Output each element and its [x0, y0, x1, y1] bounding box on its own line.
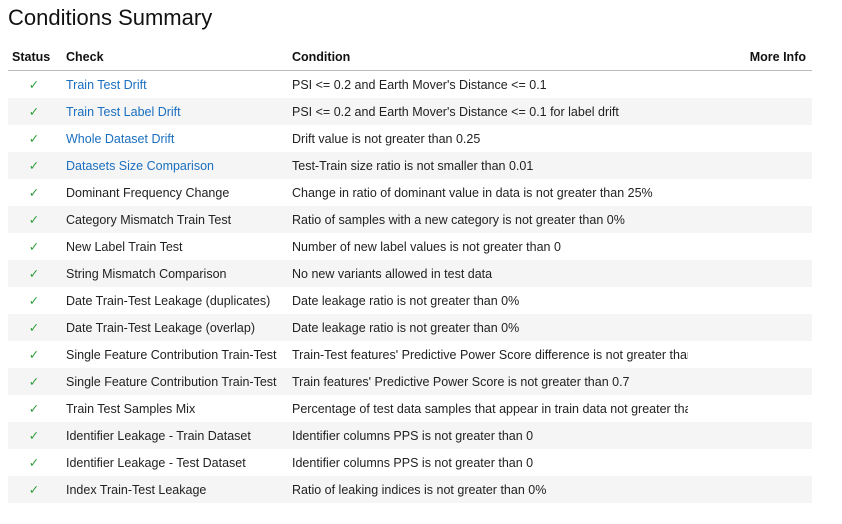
condition-cell: Number of new label values is not greate… — [292, 239, 561, 254]
info-cell — [688, 125, 812, 152]
check-cell: Single Feature Contribution Train-Test — [62, 368, 288, 395]
column-header: Condition — [288, 44, 688, 71]
info-cell — [688, 287, 812, 314]
status-cell: ✓ — [28, 78, 40, 92]
check-cell: Index Train-Test Leakage — [62, 476, 288, 503]
status-cell: ✓ — [8, 98, 62, 125]
condition-cell: No new variants allowed in test data — [288, 260, 688, 287]
status-cell: ✓ — [28, 456, 40, 470]
table-row: ✓ Identifier Leakage - Train Dataset Ident… — [8, 422, 812, 449]
check-cell: Train Test Drift — [62, 71, 288, 99]
table-row: ✓ Identifier Leakage - Test Dataset Identi… — [8, 449, 812, 476]
check-link[interactable]: Whole Dataset Drift — [66, 131, 175, 146]
info-cell — [688, 395, 812, 422]
table-row: ✓ Category Mismatch Train Test Ratio of sa… — [8, 206, 812, 233]
table-row: ✓ New Label Train Test Number of new label… — [8, 233, 812, 260]
table-row: ✓ Dominant Frequency Change Change in rati… — [8, 179, 812, 206]
info-cell — [688, 152, 812, 179]
condition-cell: Percentage of test data samples that app… — [292, 401, 688, 416]
info-cell — [688, 71, 812, 99]
table-row: ✓ Single Feature Contribution Train-Test T… — [8, 368, 812, 395]
status-cell: ✓ — [28, 348, 40, 362]
info-cell — [688, 422, 812, 449]
check-cell: Train Test Samples Mix — [66, 401, 196, 416]
table-row: ✓ String Mismatch Comparison No new varian… — [8, 260, 812, 287]
column-header: More Info — [688, 44, 812, 71]
condition-cell: PSI <= 0.2 and Earth Mover's Distance <=… — [288, 98, 688, 125]
check-cell: Category Mismatch Train Test — [62, 206, 288, 233]
status-cell: ✓ — [8, 152, 62, 179]
condition-cell: Change in ratio of dominant value in dat… — [292, 185, 653, 200]
condition-cell: Ratio of leaking indices is not greater … — [288, 476, 688, 503]
check-cell: Identifier Leakage - Test Dataset — [66, 455, 246, 470]
check-cell: String Mismatch Comparison — [62, 260, 288, 287]
table-row: ✓ Train Test Drift PSI <= 0.2 and Earth Mo… — [8, 71, 812, 99]
info-cell — [688, 449, 812, 476]
condition-cell: Drift value is not greater than 0.25 — [292, 131, 481, 146]
check-cell: Date Train-Test Leakage (duplicates) — [66, 293, 271, 308]
table-row: ✓ Train Test Label Drift PSI <= 0.2 and Ea… — [8, 98, 812, 125]
info-cell — [688, 260, 812, 287]
check-cell: Date Train-Test Leakage (overlap) — [62, 314, 288, 341]
condition-cell: Test-Train size ratio is not smaller tha… — [288, 152, 688, 179]
status-cell: ✓ — [28, 132, 40, 146]
status-cell: ✓ — [8, 314, 62, 341]
table-row: ✓ Train Test Samples Mix Percentage of tes… — [8, 395, 812, 422]
status-cell: ✓ — [28, 402, 40, 416]
check-link[interactable]: Datasets Size Comparison — [66, 158, 214, 173]
table-row: ✓ Index Train-Test Leakage Ratio of leakin… — [8, 476, 812, 503]
status-cell: ✓ — [28, 294, 40, 308]
check-cell: New Label Train Test — [66, 239, 183, 254]
check-cell: Train Test Label Drift — [62, 98, 288, 125]
condition-cell: Train-Test features' Predictive Power Sc… — [292, 347, 688, 362]
check-link[interactable]: Train Test Label Drift — [66, 104, 181, 119]
condition-cell: Identifier columns PPS is not greater th… — [292, 455, 534, 470]
info-cell — [688, 98, 812, 125]
info-cell — [688, 233, 812, 260]
title: Conditions Summary — [8, 5, 213, 30]
check-cell: Datasets Size Comparison — [62, 152, 288, 179]
status-cell: ✓ — [28, 240, 40, 254]
table-row: ✓ Date Train-Test Leakage (overlap) Date l… — [8, 314, 812, 341]
info-cell — [688, 179, 812, 206]
table-row: ✓ Date Train-Test Leakage (duplicates) Dat… — [8, 287, 812, 314]
check-cell: Dominant Frequency Change — [66, 185, 230, 200]
column-header: Check — [62, 44, 288, 71]
check-cell: Identifier Leakage - Train Dataset — [62, 422, 288, 449]
info-cell — [688, 206, 812, 233]
status-cell: ✓ — [28, 186, 40, 200]
info-cell — [688, 368, 812, 395]
condition-cell: Identifier columns PPS is not greater th… — [288, 422, 688, 449]
info-cell — [688, 341, 812, 368]
condition-cell: PSI <= 0.2 and Earth Mover's Distance <=… — [292, 77, 547, 92]
condition-cell: Date leakage ratio is not greater than 0… — [292, 293, 520, 308]
table-row: ✓ Datasets Size Comparison Test-Train size… — [8, 152, 812, 179]
status-cell: ✓ — [8, 260, 62, 287]
status-cell: ✓ — [8, 368, 62, 395]
summary-table: Status Check Condition More Info ✓ Train … — [8, 44, 812, 503]
info-cell — [688, 476, 812, 503]
table-row: ✓ Single Feature Contribution Train-Test T… — [8, 341, 812, 368]
check-cell: Single Feature Contribution Train-Test — [66, 347, 277, 362]
condition-cell: Ratio of samples with a new category is … — [288, 206, 688, 233]
condition-cell: Train features' Predictive Power Score i… — [288, 368, 688, 395]
header-row: Status Check Condition More Info — [8, 44, 812, 71]
condition-cell: Date leakage ratio is not greater than 0… — [288, 314, 688, 341]
info-cell — [688, 314, 812, 341]
status-cell: ✓ — [8, 206, 62, 233]
check-link[interactable]: Train Test Drift — [66, 77, 147, 92]
table-row: ✓ Whole Dataset Drift Drift value is not g… — [8, 125, 812, 152]
column-header: Status — [8, 44, 62, 71]
check-cell: Whole Dataset Drift — [62, 125, 288, 152]
status-cell: ✓ — [8, 422, 62, 449]
status-cell: ✓ — [8, 476, 62, 503]
